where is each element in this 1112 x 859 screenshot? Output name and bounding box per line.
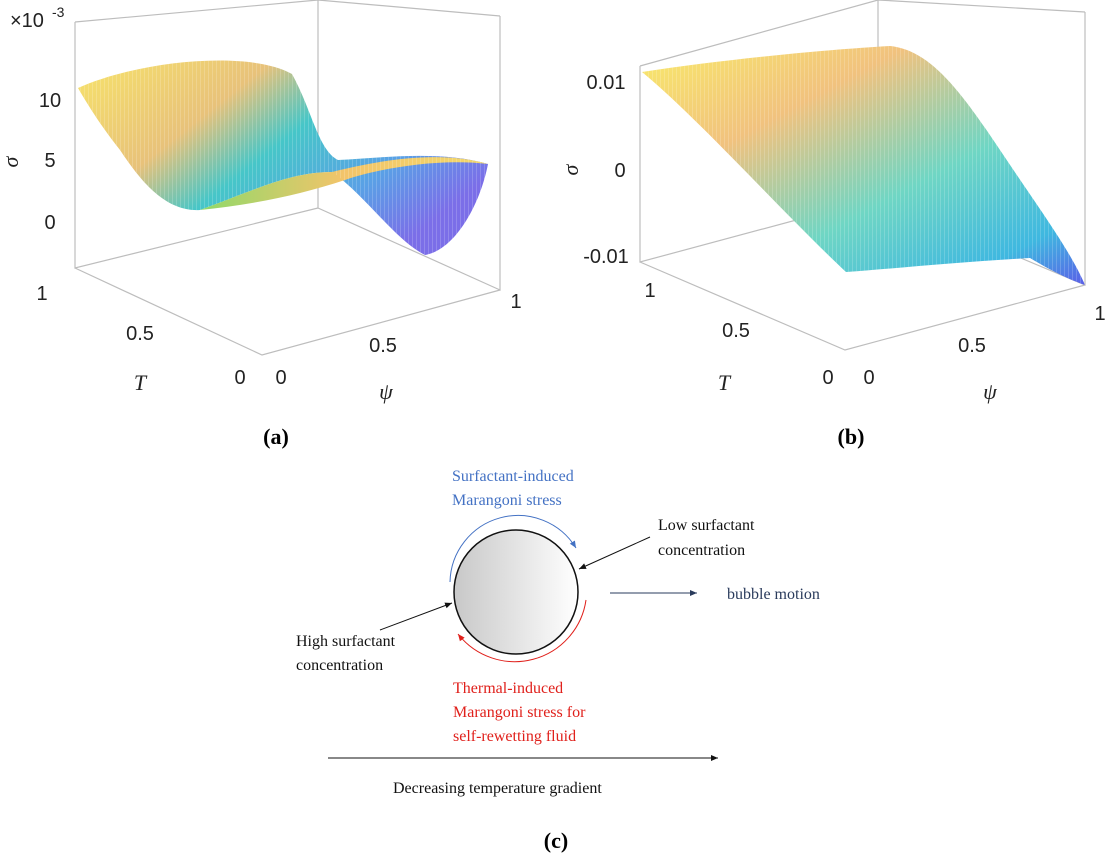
psi-axis-label: ψ (983, 379, 997, 404)
panel-label: (c) (544, 828, 568, 853)
psi-tick-label: 1 (1094, 303, 1105, 325)
high-text: concentration (296, 657, 383, 674)
thermal-text: Thermal-induced (453, 680, 563, 697)
surface-front (200, 157, 488, 210)
t-tick-label: 0 (822, 367, 833, 389)
exponent: -3 (52, 4, 65, 20)
psi-tick-label: 0.5 (958, 335, 986, 357)
thermal-text: Marangoni stress for (453, 704, 586, 721)
t-axis-label: T (134, 370, 148, 395)
z-axis-label: σ (0, 155, 23, 167)
thermal-arrow (457, 599, 587, 663)
t-axis-label: T (718, 370, 732, 395)
high-text: High surfactant (296, 633, 396, 650)
surfactant-arrow (449, 515, 577, 583)
t-tick-label: 1 (644, 280, 655, 302)
bubble (453, 529, 579, 655)
high-arrow (379, 602, 453, 631)
panel-c: Surfactant-induced Marangoni stress Low … (296, 468, 820, 853)
z-tick-label: 5 (44, 150, 55, 172)
low-text: Low surfactant (658, 517, 755, 534)
motion-text: bubble motion (727, 586, 820, 603)
surface-mesh (642, 46, 1085, 285)
z-axis-label: σ (558, 163, 583, 175)
low-text: concentration (658, 542, 745, 559)
surfactant-text: Surfactant-induced (452, 468, 574, 485)
z-tick-label: 0 (44, 212, 55, 234)
psi-tick-label: 0.5 (369, 335, 397, 357)
psi-tick-label: 1 (510, 291, 521, 313)
psi-axis-label: ψ (379, 379, 393, 404)
axes-box (639, 0, 1086, 351)
surface-mesh (78, 60, 488, 255)
multiplier: ×10 (10, 10, 44, 32)
z-tick-label: 0 (614, 160, 625, 182)
z-tick-label: -0.01 (583, 246, 629, 268)
t-tick-label: 0.5 (722, 320, 750, 342)
surfactant-text: Marangoni stress (452, 492, 562, 509)
panel-label: (a) (263, 424, 289, 449)
axes-box (74, 0, 501, 356)
psi-tick-label: 0 (275, 367, 286, 389)
gradient-text: Decreasing temperature gradient (393, 780, 602, 797)
z-tick-label: 10 (39, 90, 61, 112)
t-tick-label: 0 (234, 367, 245, 389)
panel-b: 0.01 0 -0.01 σ 1 0.5 0 T 0 0.5 1 ψ (b) (558, 0, 1106, 449)
panel-a: ×10 -3 10 5 0 σ 1 0.5 0 T 0 0.5 1 ψ (a) (0, 0, 522, 449)
low-arrow (578, 536, 651, 570)
psi-tick-label: 0 (863, 367, 874, 389)
thermal-text: self-rewetting fluid (453, 728, 576, 745)
z-tick-label: 0.01 (587, 72, 626, 94)
t-tick-label: 1 (36, 283, 47, 305)
panel-label: (b) (838, 424, 865, 449)
t-tick-label: 0.5 (126, 323, 154, 345)
